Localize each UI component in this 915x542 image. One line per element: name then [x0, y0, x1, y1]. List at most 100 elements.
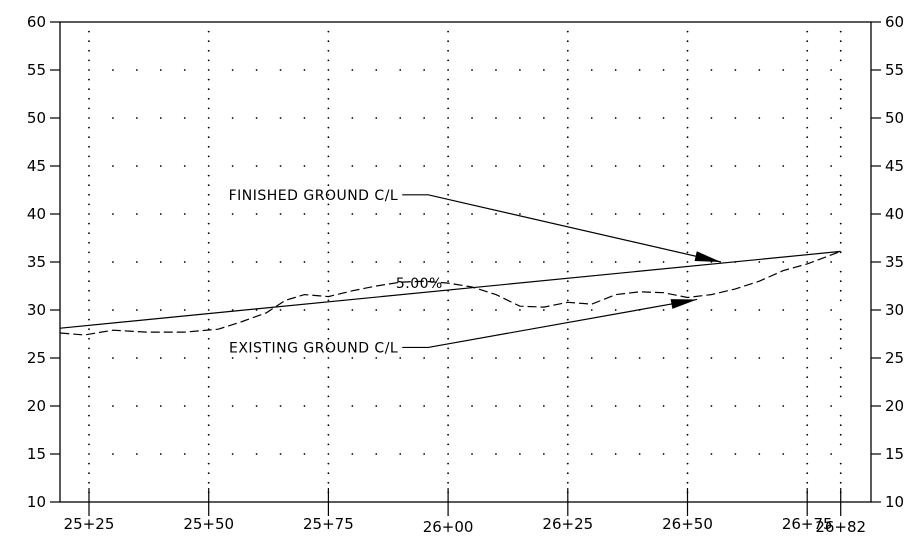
grid-dot	[327, 261, 330, 263]
grid-dot	[566, 318, 569, 321]
grid-dot	[447, 184, 449, 187]
y-tick-label-right: 25	[885, 349, 904, 367]
grid-dot	[88, 261, 90, 263]
grid-dot	[279, 117, 282, 119]
grid-dot	[806, 376, 809, 379]
grid-dot	[590, 213, 593, 215]
grid-dot	[614, 405, 617, 407]
grid-dot	[327, 213, 330, 215]
grid-dot	[662, 309, 665, 311]
x-tick-label: 26+25	[542, 515, 593, 533]
grid-dot	[566, 213, 569, 215]
grid-dot	[183, 453, 186, 455]
grid-dot	[447, 337, 449, 340]
grid-dot	[399, 117, 402, 119]
grid-dot	[686, 88, 689, 91]
grid-dot	[542, 69, 545, 71]
grid-dot	[88, 347, 90, 350]
grid-dot	[112, 453, 114, 455]
y-tick-label-right: 20	[885, 397, 904, 415]
grid-dot	[566, 357, 569, 359]
grid-dot	[279, 309, 282, 311]
series-group	[60, 250, 841, 336]
grid-dot	[207, 145, 210, 148]
grid-dot	[447, 462, 449, 465]
grid-dot	[806, 309, 809, 311]
grid-dot	[88, 289, 90, 292]
grid-dot	[327, 107, 330, 110]
grid-dot	[686, 443, 689, 446]
grid-dot	[806, 366, 809, 369]
grid-dot	[758, 405, 761, 407]
grid-dot	[447, 165, 449, 167]
grid-dot	[710, 69, 713, 71]
grid-dot	[88, 174, 90, 177]
grid-dot	[566, 462, 569, 465]
grid-dot	[375, 357, 378, 359]
grid-dot	[447, 174, 449, 177]
grid-dot	[207, 309, 210, 311]
grid-dot	[327, 155, 330, 158]
grid-dot	[423, 405, 426, 407]
grid-dot	[839, 289, 842, 292]
grid-dot	[112, 357, 114, 359]
grid-dot	[447, 414, 449, 417]
grid-dot	[839, 366, 842, 369]
grid-dot	[830, 69, 833, 71]
grid-dot	[88, 30, 90, 33]
grid-dot	[471, 309, 473, 311]
grid-dot	[279, 405, 282, 407]
grid-dot	[88, 88, 90, 91]
grid-dot	[159, 69, 162, 71]
grid-dot	[255, 309, 258, 311]
grid-dot	[495, 309, 497, 311]
grid-dot	[255, 453, 258, 455]
grid-dot	[447, 88, 449, 91]
grid-dot	[327, 117, 330, 119]
grid-dot	[830, 213, 833, 215]
grid-dot	[566, 481, 569, 484]
grid-dot	[447, 117, 449, 119]
grid-dot	[839, 443, 842, 446]
grid-dot	[207, 395, 210, 398]
grid-dot	[183, 117, 186, 119]
grid-dot	[88, 165, 90, 167]
grid-dot	[423, 117, 426, 119]
grid-dot	[614, 69, 617, 71]
grid-dot	[88, 193, 90, 196]
grid-dot	[830, 165, 833, 167]
grid-dot	[839, 155, 842, 158]
grid-dot	[255, 117, 258, 119]
grid-dot	[327, 193, 330, 196]
grid-dot	[839, 424, 842, 427]
grid-dot	[88, 49, 90, 52]
grid-dot	[806, 405, 809, 407]
grid-dot	[839, 222, 842, 225]
grid-dot	[327, 165, 330, 167]
grid-dot	[686, 433, 689, 436]
grid-dot	[839, 472, 842, 475]
grid-dot	[447, 280, 449, 283]
grid-dot	[806, 232, 809, 235]
grid-dot	[159, 405, 162, 407]
x-tick-label: 25+75	[303, 515, 354, 533]
grid-dot	[830, 405, 833, 407]
finished-ground-line	[60, 250, 841, 329]
grid-dot	[806, 203, 809, 206]
grid-dot	[686, 184, 689, 187]
grid-dot	[327, 472, 330, 475]
grid-dot	[686, 78, 689, 81]
grid-dot	[399, 261, 402, 263]
grid-dot	[542, 165, 545, 167]
grid-dot	[231, 405, 234, 407]
grid-dot	[758, 69, 761, 71]
grid-dot	[495, 357, 497, 359]
grid-dot	[447, 126, 449, 129]
grid-dot	[686, 395, 689, 398]
grid-dot	[734, 213, 737, 215]
grid-dot	[327, 347, 330, 350]
grid-dot	[566, 59, 569, 62]
grid-dot	[519, 453, 521, 455]
grid-dot	[839, 318, 842, 321]
grid-dot	[88, 232, 90, 235]
